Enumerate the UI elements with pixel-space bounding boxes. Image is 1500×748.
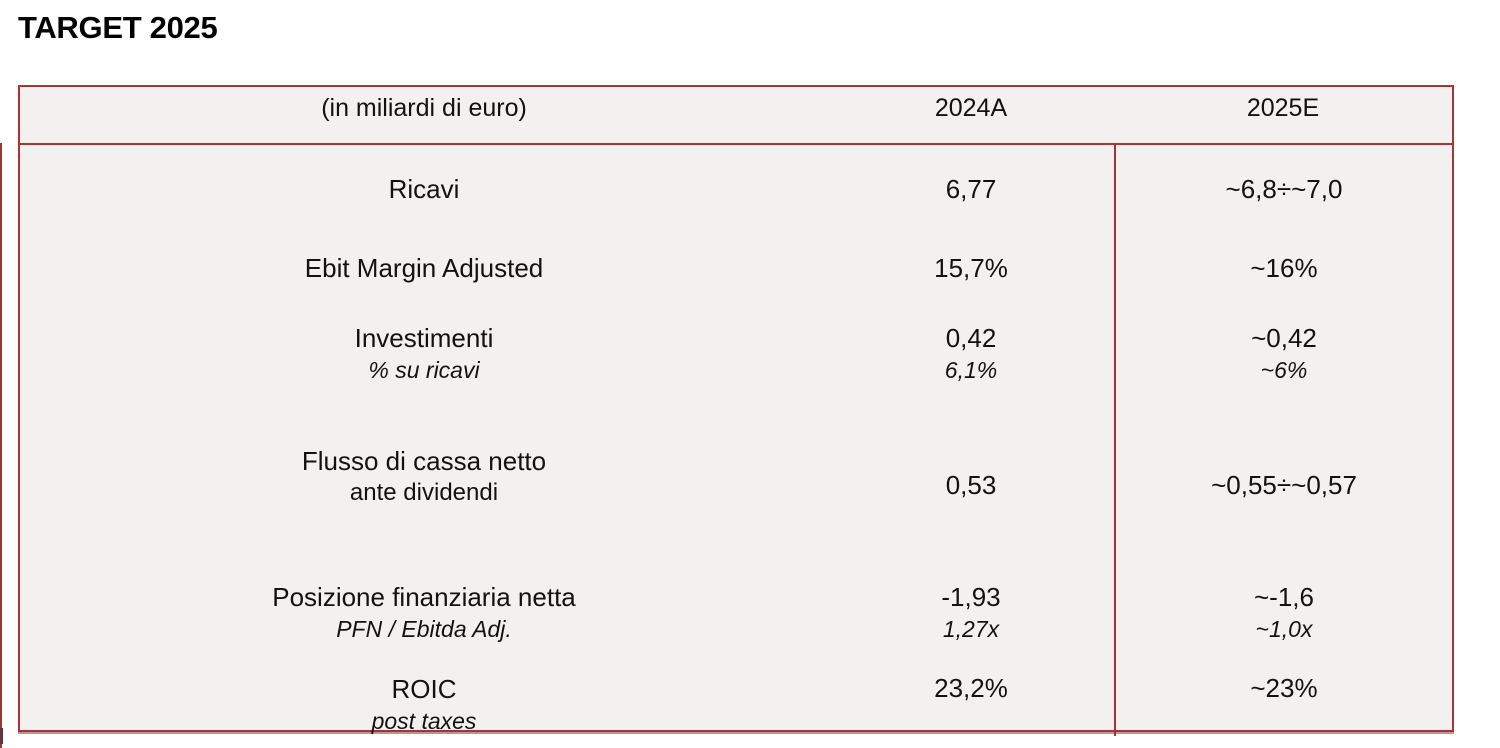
cell-content: ~0,55÷~0,57	[1211, 469, 1357, 502]
c2025-cell: ~0,55÷~0,57	[1114, 404, 1452, 549]
value-2025-sub: ~1,0x	[1255, 615, 1313, 642]
value-2024: -1,93	[941, 581, 1001, 612]
label-cell: Investimenti % su ricavi	[20, 303, 828, 404]
cell-content: ~16%	[1250, 252, 1317, 285]
value-2025: ~16%	[1250, 252, 1318, 283]
left-edge-crop-mark	[0, 728, 3, 744]
label-cell: Ebit Margin Adjusted	[20, 233, 828, 303]
cell-content: Posizione finanziaria netta PFN / Ebitda …	[272, 581, 576, 644]
value-2024: 23,2%	[934, 673, 1008, 703]
row-label: Ricavi	[388, 173, 460, 204]
value-2024-sub: 1,27x	[942, 615, 1000, 642]
value-2024-sub: 6,1%	[944, 357, 998, 383]
cell-content: 6,77	[946, 173, 997, 206]
row-sublabel: post taxes	[371, 708, 477, 734]
row-label: Posizione finanziaria netta	[272, 581, 576, 612]
table-header-row: (in miliardi di euro) 2024A 2025E	[20, 87, 1452, 145]
value-2025: ~6,8÷~7,0	[1225, 173, 1343, 204]
c2025-cell: ~-1,6 ~1,0x	[1114, 549, 1452, 661]
c2024-cell: 15,7%	[828, 233, 1114, 303]
row-label: Flusso di cassa netto	[301, 446, 547, 476]
c2025-cell: ~6,8÷~7,0	[1114, 145, 1452, 233]
value-2024: 0,53	[945, 470, 997, 500]
cell-content: 0,42 6,1%	[945, 322, 997, 385]
table-row: Investimenti % su ricavi 0,42 6,1% ~0,42 ~6%	[20, 303, 1452, 404]
label-cell: Posizione finanziaria netta PFN / Ebitda …	[20, 549, 828, 661]
table-row: Posizione finanziaria netta PFN / Ebitda …	[20, 549, 1452, 661]
table-body: Ricavi 6,77 ~6,8÷~7,0 Ebit Margin Adjusted 1…	[20, 145, 1452, 736]
value-2024: 0,42	[945, 323, 997, 353]
table-row: ROIC post taxes 23,2% ~23%	[20, 661, 1452, 736]
row-label: Investimenti	[354, 323, 494, 353]
cell-content: ~-1,6 ~1,0x	[1254, 581, 1314, 644]
c2024-cell: 0,53	[828, 404, 1114, 549]
row-label: Ebit Margin Adjusted	[304, 252, 544, 283]
cell-content: Flusso di cassa netto ante dividendi	[302, 445, 546, 508]
cell-content: Ebit Margin Adjusted	[305, 252, 543, 285]
header-col-2025: 2025E	[1246, 94, 1320, 122]
value-2025: ~0,42	[1251, 323, 1317, 353]
left-edge-crop-artifact	[0, 143, 2, 748]
c2025-cell: ~16%	[1114, 233, 1452, 303]
c2024-cell: 6,77	[828, 145, 1114, 233]
value-2025: ~-1,6	[1254, 581, 1314, 612]
label-cell: Ricavi	[20, 145, 828, 233]
value-2025: ~23%	[1250, 673, 1318, 703]
c2025-cell: ~23%	[1114, 661, 1452, 736]
value-2024: 6,77	[945, 173, 997, 204]
row-sublabel: ante dividendi	[349, 479, 499, 506]
cell-content: 0,53	[946, 469, 997, 502]
c2025-cell: ~0,42 ~6%	[1114, 303, 1452, 404]
financial-targets-table: (in miliardi di euro) 2024A 2025E Ricavi…	[18, 85, 1454, 736]
c2024-cell: 23,2%	[828, 661, 1114, 736]
row-label: ROIC	[391, 674, 457, 704]
value-2025-sub: ~6%	[1260, 357, 1308, 383]
value-2025: ~0,55÷~0,57	[1211, 470, 1357, 500]
cell-content: 15,7%	[934, 252, 1008, 285]
cell-content: 23,2%	[934, 672, 1008, 705]
cell-content: ~23%	[1250, 672, 1317, 705]
header-col-2024: 2024A	[934, 94, 1008, 122]
cell-content: Ricavi	[389, 173, 460, 206]
cell-content: Investimenti % su ricavi	[355, 322, 494, 385]
cell-content: -1,93 1,27x	[941, 581, 1000, 644]
value-2024: 15,7%	[934, 252, 1008, 283]
row-sublabel: % su ricavi	[368, 357, 480, 383]
cell-content: ~0,42 ~6%	[1251, 322, 1317, 385]
cell-content: ~6,8÷~7,0	[1226, 173, 1343, 206]
label-cell: Flusso di cassa netto ante dividendi	[20, 404, 828, 549]
label-cell: ROIC post taxes	[20, 661, 828, 736]
c2024-cell: -1,93 1,27x	[828, 549, 1114, 661]
row-sublabel: PFN / Ebitda Adj.	[336, 615, 512, 642]
table-row: Ricavi 6,77 ~6,8÷~7,0	[20, 145, 1452, 233]
cell-content: ROIC post taxes	[372, 673, 477, 736]
c2024-cell: 0,42 6,1%	[828, 303, 1114, 404]
page-title: TARGET 2025	[18, 10, 218, 45]
table-row: Flusso di cassa netto ante dividendi 0,53 ~…	[20, 404, 1452, 549]
table-row: Ebit Margin Adjusted 15,7% ~16%	[20, 233, 1452, 303]
header-unit-label: (in miliardi di euro)	[321, 94, 527, 122]
